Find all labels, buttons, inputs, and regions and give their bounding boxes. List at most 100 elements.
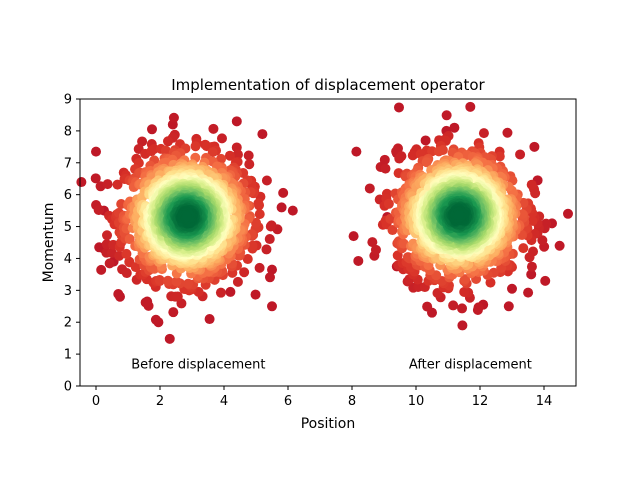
data-point [554, 240, 565, 251]
x-axis: 0 2 4 6 8 10 12 14 [92, 386, 552, 409]
data-point [243, 150, 254, 161]
data-point [264, 234, 275, 245]
data-point [216, 133, 227, 144]
x-axis-label: Position [301, 416, 356, 432]
y-tick-label: 0 [64, 380, 72, 395]
data-point [278, 187, 289, 198]
data-point [242, 254, 253, 265]
data-point [150, 314, 161, 325]
data-point [526, 261, 537, 272]
data-point [267, 264, 277, 275]
data-point [90, 173, 101, 184]
y-tick-label: 4 [64, 252, 72, 267]
data-point [239, 267, 250, 278]
data-point [527, 215, 538, 226]
x-tick-label: 2 [156, 394, 164, 409]
data-point [526, 269, 537, 280]
x-tick-label: 12 [472, 394, 489, 409]
data-point [163, 136, 174, 147]
data-point [124, 234, 135, 245]
data-point [183, 278, 194, 289]
data-point [102, 179, 113, 190]
y-tick-label: 2 [64, 316, 72, 331]
data-point [250, 289, 261, 300]
data-point [96, 264, 107, 275]
data-point [529, 141, 540, 152]
data-point [160, 145, 171, 156]
data-point [457, 303, 468, 314]
data-point [353, 255, 364, 266]
data-point [364, 183, 375, 194]
data-point [254, 209, 265, 220]
data-point [494, 151, 505, 162]
data-point [102, 230, 113, 241]
data-point [232, 276, 243, 287]
x-tick-label: 8 [348, 394, 356, 409]
data-point [393, 102, 404, 113]
y-tick-label: 7 [64, 156, 72, 171]
x-tick-label: 14 [536, 394, 553, 409]
data-point [253, 198, 264, 209]
data-point [523, 287, 534, 298]
data-point [224, 150, 235, 161]
y-tick-label: 8 [64, 124, 72, 139]
x-tick-label: 0 [92, 394, 100, 409]
data-point [190, 141, 201, 152]
data-point [140, 297, 151, 308]
data-point [172, 291, 183, 302]
data-point [367, 237, 378, 248]
annotation-label: After displacement [409, 357, 532, 372]
data-point [261, 244, 272, 255]
data-point [515, 149, 526, 160]
data-point [433, 146, 444, 157]
data-point [181, 211, 192, 222]
data-point [164, 333, 175, 344]
data-point [137, 136, 148, 147]
data-point [465, 101, 476, 112]
data-point [76, 177, 87, 188]
data-point [147, 124, 157, 135]
data-point [526, 179, 537, 190]
y-tick-label: 6 [64, 188, 72, 203]
data-point [215, 287, 226, 298]
data-point [208, 123, 219, 134]
data-point [383, 198, 394, 209]
data-point [537, 235, 548, 246]
y-axis-label: Momentum [41, 203, 57, 283]
data-point [457, 320, 468, 331]
data-point [453, 210, 464, 221]
data-point [392, 250, 403, 261]
data-point [502, 127, 513, 138]
plot-frame [79, 98, 577, 387]
data-point [524, 252, 535, 263]
data-point [387, 225, 398, 236]
data-point [420, 135, 431, 146]
data-point [407, 150, 418, 161]
data-point [146, 146, 157, 157]
y-tick-label: 5 [64, 220, 72, 235]
data-point [518, 243, 529, 254]
data-point [507, 283, 517, 294]
data-point [130, 262, 141, 273]
data-point [162, 275, 173, 286]
x-tick-label: 6 [284, 394, 292, 409]
y-tick-label: 1 [64, 348, 72, 363]
data-point [421, 157, 432, 168]
data-point [91, 146, 101, 157]
data-point [540, 275, 551, 286]
data-point [264, 272, 275, 283]
data-point [254, 262, 265, 273]
data-point [121, 248, 132, 259]
annotations: Before displacement After displacement [131, 357, 532, 372]
data-points [76, 101, 573, 344]
data-point [207, 147, 218, 158]
data-point [441, 110, 452, 121]
chart-title: Implementation of displacement operator [171, 76, 485, 94]
data-point [485, 277, 496, 288]
data-point [448, 300, 459, 311]
data-point [124, 256, 135, 267]
data-point [232, 149, 243, 160]
data-point [261, 175, 272, 186]
data-point [113, 288, 124, 299]
